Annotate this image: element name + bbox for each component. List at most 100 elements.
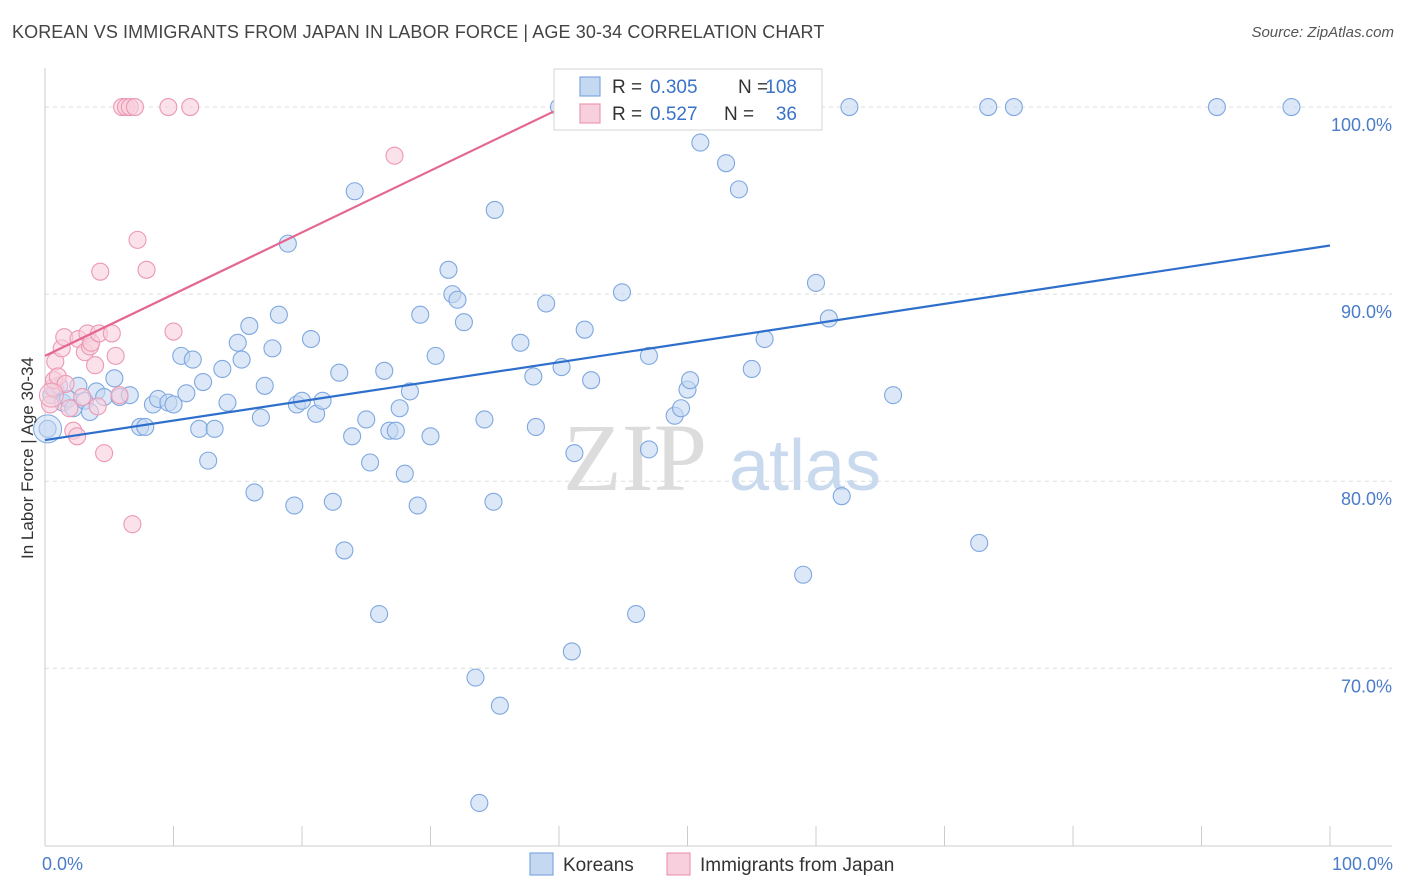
bottom-legend-koreans: Koreans — [563, 855, 634, 876]
axes — [44, 68, 1392, 847]
japan-point — [137, 260, 156, 279]
korean-point — [218, 393, 237, 412]
korean-point — [395, 464, 414, 483]
x-tick-label: 100.0% — [1332, 854, 1393, 874]
korean-point — [454, 313, 473, 332]
korean-point — [390, 399, 409, 418]
gridlines — [45, 106, 1392, 669]
legend-swatch-japan — [579, 103, 601, 124]
korean-point — [251, 408, 270, 427]
korean-point — [375, 361, 394, 380]
legend-r-value-koreans: 0.305 — [650, 77, 698, 98]
japan-point — [86, 356, 105, 375]
y-axis-label: In Labor Force | Age 30-34 — [18, 357, 37, 559]
legend-n-label-1: N = — [738, 77, 768, 98]
legend-swatch-koreans — [579, 76, 601, 97]
y-tick-label: 80.0% — [1341, 489, 1392, 509]
korean-point — [484, 492, 503, 511]
y-tick-label: 100.0% — [1331, 115, 1392, 135]
korean-point — [335, 541, 354, 560]
korean-point — [485, 200, 504, 220]
korean-point — [612, 283, 632, 302]
korean-point — [819, 309, 838, 328]
watermark-zip: ZIP — [563, 404, 707, 511]
korean-point — [979, 98, 998, 117]
japan-trend-line — [44, 107, 560, 357]
korean-point — [466, 668, 485, 687]
korean-point — [323, 492, 342, 511]
japan-point-large — [38, 382, 64, 408]
korean-point — [794, 565, 813, 584]
japan-point — [110, 386, 129, 405]
korean-point — [1207, 98, 1226, 117]
korean-point — [470, 793, 489, 813]
korean-point — [400, 382, 419, 401]
x-tick-labels: 0.0% 100.0% — [42, 854, 1393, 874]
korean-point — [245, 483, 264, 502]
japan-point — [159, 98, 178, 117]
japan-point — [181, 98, 200, 117]
japan-point — [60, 399, 79, 418]
korean-point — [691, 133, 710, 152]
bottom-legend-swatch-koreans — [529, 852, 554, 876]
korean-point — [263, 339, 282, 358]
japan-point — [95, 444, 114, 463]
y-tick-labels: 100.0% 90.0% 80.0% 70.0% — [1331, 115, 1392, 696]
korean-point — [1004, 98, 1023, 117]
korean-point — [672, 399, 691, 418]
japan-point — [106, 346, 125, 365]
korean-point — [190, 419, 209, 438]
stats-legend: R = 0.305 N = 108 R = 0.527 N = 36 — [553, 68, 823, 131]
korean-point — [439, 260, 458, 279]
legend-r-label-2: R = — [612, 104, 642, 125]
korean-point — [183, 350, 202, 369]
korean-point — [357, 410, 376, 429]
korean-point — [278, 234, 297, 253]
y-tick-label: 90.0% — [1341, 302, 1392, 322]
korean-point — [806, 273, 826, 292]
korean-point — [232, 350, 251, 369]
chart-title: KOREAN VS IMMIGRANTS FROM JAPAN IN LABOR… — [12, 22, 825, 42]
japan-point — [164, 322, 183, 341]
korean-point — [228, 333, 247, 352]
korean-point — [343, 427, 362, 446]
korean-point — [421, 427, 440, 446]
korean-point — [164, 395, 183, 414]
korean-point — [716, 154, 736, 173]
source-label: Source: ZipAtlas.com — [1251, 24, 1394, 41]
korean-point — [177, 384, 196, 403]
korean-point — [639, 440, 659, 459]
korean-point — [627, 604, 646, 624]
x-tick-label: 0.0% — [42, 854, 83, 874]
bottom-legend-japan: Immigrants from Japan — [700, 855, 894, 876]
korean-point — [255, 376, 274, 395]
korean-trend-line — [44, 244, 1331, 442]
japan-point — [91, 262, 110, 281]
legend-n-label-2: N = — [724, 104, 754, 125]
legend-n-value-koreans: 108 — [765, 77, 797, 98]
korean-point — [1282, 98, 1301, 117]
korean-point — [426, 346, 445, 365]
korean-point — [330, 363, 349, 382]
korean-point — [832, 487, 851, 506]
japan-point — [123, 515, 142, 534]
korean-point — [729, 180, 748, 199]
korean-point — [582, 371, 601, 390]
korean-point — [370, 604, 389, 624]
korean-point — [511, 333, 530, 352]
korean-point — [562, 642, 581, 661]
korean-point — [269, 305, 288, 324]
japan-point — [128, 230, 147, 249]
korean-point — [526, 417, 545, 437]
korean-point — [361, 453, 380, 472]
series-legend: Koreans Immigrants from Japan — [529, 852, 894, 876]
korean-point — [742, 359, 761, 379]
korean-point — [205, 419, 224, 438]
korean-point — [199, 451, 218, 470]
korean-point — [575, 320, 594, 339]
korean-point — [136, 417, 155, 437]
japan-point — [125, 98, 144, 117]
watermark: ZIP atlas — [563, 404, 881, 511]
korean-point — [475, 410, 494, 429]
